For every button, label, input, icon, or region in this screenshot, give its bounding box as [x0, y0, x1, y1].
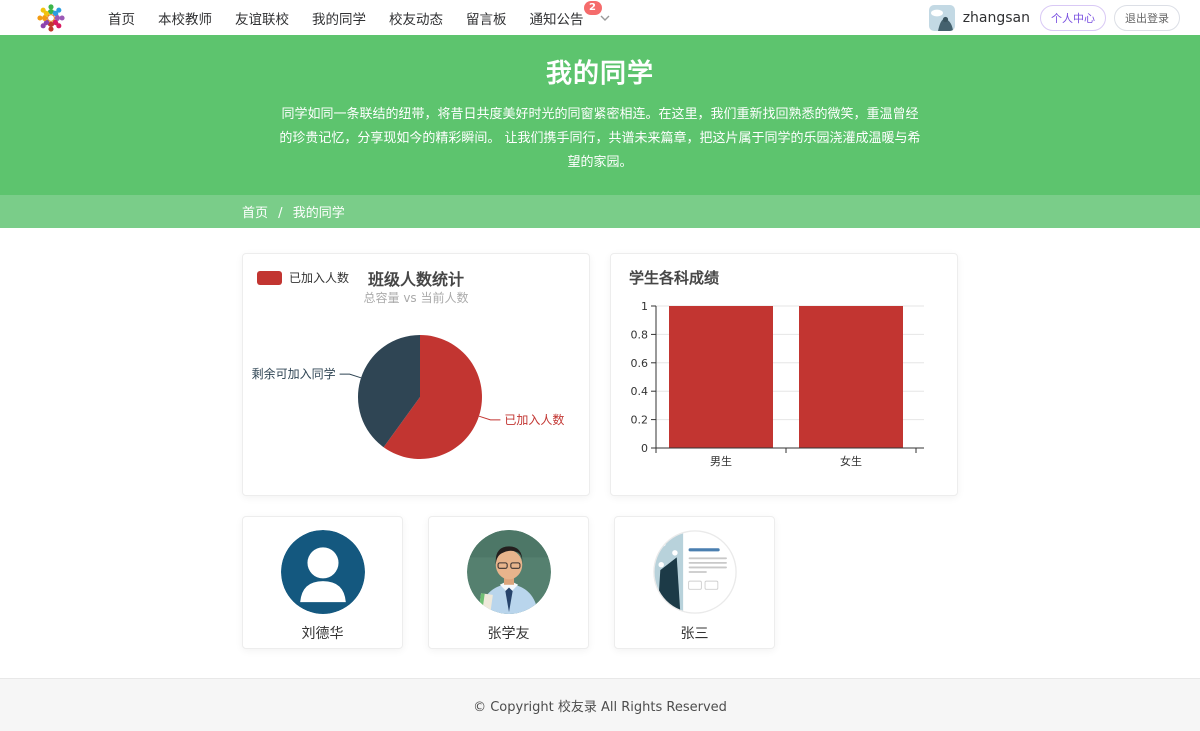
nav-item-partner-schools[interactable]: 友谊联校 — [235, 11, 289, 28]
svg-text:0.8: 0.8 — [631, 329, 649, 342]
student-name: 张学友 — [487, 626, 530, 643]
nav-item-notifications[interactable]: 通知公告 2 — [529, 0, 610, 28]
breadcrumb: 首页 / 我的同学 — [242, 202, 958, 221]
breadcrumb-separator: / — [278, 206, 283, 222]
nav-item-classmates[interactable]: 我的同学 — [312, 11, 366, 28]
main-content: 已加入人数 班级人数统计 总容量 vs 当前人数 已加入人数 剩余可加入同学 学生… — [242, 253, 958, 650]
nav-item-alumni-news[interactable]: 校友动态 — [389, 11, 443, 28]
student-name: 刘德华 — [301, 626, 344, 643]
nav-item-message-board[interactable]: 留言板 — [466, 11, 507, 28]
svg-text:已加入人数: 已加入人数 — [504, 412, 564, 427]
hero-banner: 我的同学 同学如同一条联结的纽带，将昔日共度美好时光的同窗紧密相连。在这里，我们… — [0, 35, 1200, 196]
notifications-label: 通知公告 — [529, 11, 584, 28]
svg-text:剩余可加入同学: 剩余可加入同学 — [252, 366, 336, 381]
charts-row: 已加入人数 班级人数统计 总容量 vs 当前人数 已加入人数 剩余可加入同学 学生… — [242, 253, 958, 497]
breadcrumb-current: 我的同学 — [292, 206, 345, 222]
student-card[interactable]: 刘德华 — [242, 516, 403, 650]
nav-item-teachers[interactable]: 本校教师 — [158, 11, 212, 28]
student-webpage-avatar — [652, 530, 737, 614]
pie-chart-title: 班级人数统计 — [367, 270, 464, 290]
student-card[interactable]: 张三 — [614, 516, 775, 650]
bar-chart-title: 学生各科成绩 — [629, 269, 720, 288]
svg-text:0.2: 0.2 — [631, 414, 649, 427]
pie-chart-card: 已加入人数 班级人数统计 总容量 vs 当前人数 已加入人数 剩余可加入同学 — [242, 253, 590, 497]
breadcrumb-bar: 首页 / 我的同学 — [0, 195, 1200, 229]
pie-chart-subtitle: 总容量 vs 当前人数 — [363, 291, 469, 306]
svg-text:0.4: 0.4 — [631, 385, 649, 398]
svg-text:1: 1 — [641, 300, 648, 313]
chevron-down-icon — [600, 15, 610, 21]
student-card[interactable]: 张学友 — [428, 516, 589, 650]
svg-text:0: 0 — [641, 442, 648, 455]
user-avatar[interactable] — [928, 4, 955, 31]
pie-legend-marker — [257, 270, 282, 285]
navbar: 首页 本校教师 友谊联校 我的同学 校友动态 留言板 通知公告 2 zhangs… — [0, 0, 1200, 35]
page-description: 同学如同一条联结的纽带，将昔日共度美好时光的同窗紧密相连。在这里，我们重新找回熟… — [279, 107, 921, 171]
page-title: 我的同学 — [545, 59, 654, 89]
default-person-avatar-icon — [280, 530, 365, 615]
svg-text:男生: 男生 — [710, 454, 732, 468]
students-row: 刘德华 — [242, 516, 958, 650]
student-name: 张三 — [680, 626, 709, 643]
pie-legend-label: 已加入人数 — [289, 271, 350, 286]
pie-legend[interactable]: 已加入人数 — [257, 269, 349, 286]
app-logo-icon[interactable] — [34, 1, 68, 35]
username: zhangsan — [962, 9, 1030, 26]
copyright-text: © Copyright 校友录 All Rights Reserved — [473, 699, 727, 715]
student-portrait-photo — [466, 530, 551, 615]
profile-center-button[interactable]: 个人中心 — [1040, 4, 1106, 31]
bar-chart-card: 学生各科成绩 男生 女生 0 0.2 0.4 0.6 0.8 1 — [610, 253, 958, 497]
svg-text:女生: 女生 — [840, 454, 862, 468]
notification-badge: 2 — [583, 0, 602, 15]
user-menu: zhangsan 个人中心 退出登录 — [928, 4, 1180, 31]
bar-chart: 男生 女生 0 0.2 0.4 0.6 0.8 1 — [631, 300, 924, 468]
nav-item-home[interactable]: 首页 — [108, 11, 135, 28]
people-circle-logo — [37, 3, 65, 32]
breadcrumb-home-link[interactable]: 首页 — [242, 206, 269, 222]
logout-button[interactable]: 退出登录 — [1114, 4, 1180, 31]
main-nav: 首页 本校教师 友谊联校 我的同学 校友动态 留言板 通知公告 2 — [108, 0, 610, 28]
footer: © Copyright 校友录 All Rights Reserved — [0, 678, 1200, 731]
svg-text:0.6: 0.6 — [631, 357, 649, 370]
